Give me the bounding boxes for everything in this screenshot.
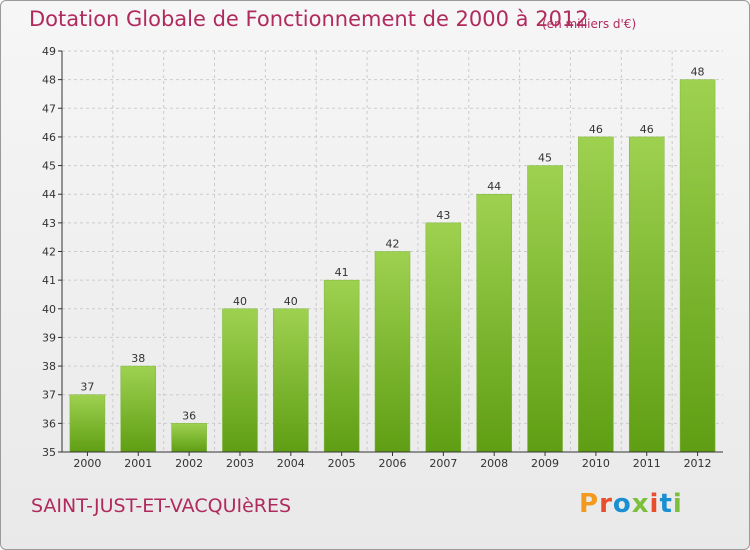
data-label: 37 (80, 381, 94, 394)
x-tick-label: 2001 (124, 457, 152, 470)
y-tick-label: 45 (42, 160, 56, 173)
bar-2010 (578, 136, 614, 453)
x-tick-label: 2005 (328, 457, 356, 470)
data-label: 40 (284, 295, 298, 308)
bar-2012 (679, 79, 716, 453)
x-tick-label: 2008 (480, 457, 508, 470)
bar-2006 (374, 251, 411, 453)
logo-letter: t (659, 489, 673, 519)
x-tick-label: 2000 (73, 457, 101, 470)
y-tick-label: 36 (42, 417, 56, 430)
x-tick-label: 2010 (582, 457, 610, 470)
y-tick-label: 44 (42, 188, 56, 201)
y-tick-label: 47 (42, 102, 56, 115)
y-tick-label: 41 (42, 274, 56, 287)
y-tick-label: 43 (42, 217, 56, 230)
logo-letter: o (612, 489, 632, 519)
data-label: 44 (487, 180, 501, 193)
y-tick-label: 38 (42, 360, 56, 373)
logo-letter: P (579, 489, 600, 519)
logo-letter: i (649, 489, 660, 519)
y-tick-label: 48 (42, 74, 56, 87)
chart-unit: (en milliers d'€) (542, 17, 637, 31)
x-tick-label: 2004 (277, 457, 305, 470)
x-tick-label: 2006 (379, 457, 407, 470)
data-label: 40 (233, 295, 247, 308)
data-label: 46 (640, 123, 654, 136)
data-label: 38 (131, 352, 145, 365)
bar-2011 (628, 136, 665, 453)
axes (58, 50, 723, 456)
bar-2007 (425, 222, 462, 453)
y-tick-label: 37 (42, 389, 56, 402)
y-tick-label: 42 (42, 246, 56, 259)
bar-2005 (323, 279, 360, 453)
y-tick-label: 49 (42, 45, 56, 58)
data-label: 46 (589, 123, 603, 136)
data-label: 41 (335, 266, 349, 279)
x-tick-label: 2007 (429, 457, 457, 470)
labels: 35 36 37 38 39 40 41 42 43 44 45 46 47 48 49 2000 37 2001… (42, 45, 712, 470)
x-tick-label: 2012 (684, 457, 712, 470)
bar-2003 (222, 308, 258, 453)
data-label: 45 (538, 152, 552, 165)
bar-2001 (120, 365, 157, 453)
data-label: 43 (436, 209, 450, 222)
proxiti-logo: Proxiti (579, 489, 683, 519)
chart-title: Dotation Globale de Fonctionnement de 20… (29, 7, 589, 31)
bar-2004 (273, 308, 309, 453)
data-label: 42 (386, 238, 400, 251)
x-tick-label: 2002 (175, 457, 203, 470)
bar-2002 (171, 423, 207, 453)
logo-letter: i (672, 489, 683, 519)
x-tick-label: 2011 (633, 457, 661, 470)
bar-2009 (527, 165, 563, 453)
bars (69, 79, 716, 453)
y-tick-label: 35 (42, 446, 56, 459)
bar-2000 (69, 394, 106, 453)
y-tick-label: 39 (42, 331, 56, 344)
x-tick-label: 2003 (226, 457, 254, 470)
y-tick-label: 46 (42, 131, 56, 144)
commune-name: SAINT-JUST-ET-VACQUIèRES (31, 495, 292, 517)
x-tick-label: 2009 (531, 457, 559, 470)
logo-letter: x (631, 489, 650, 519)
data-label: 36 (182, 409, 196, 422)
data-label: 48 (691, 66, 705, 79)
logo-letter: r (599, 489, 613, 519)
bar-2008 (476, 193, 512, 453)
y-tick-label: 40 (42, 303, 56, 316)
